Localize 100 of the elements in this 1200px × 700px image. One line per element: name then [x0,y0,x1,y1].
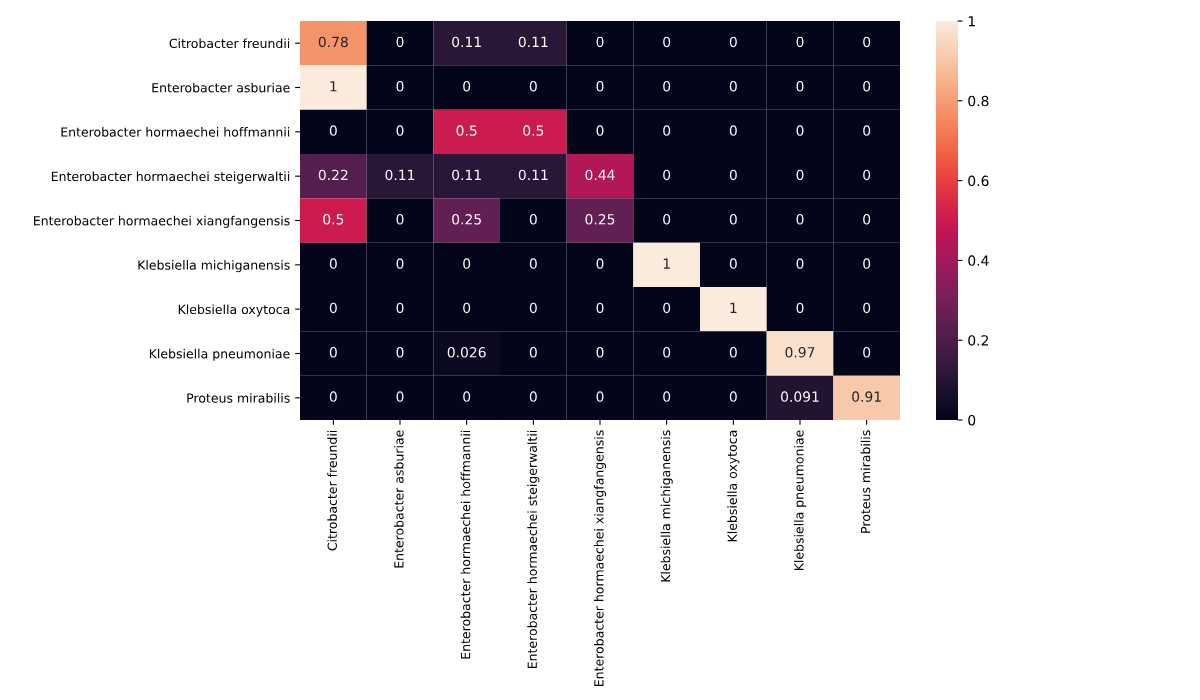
color-bar-label: 0.4 [968,255,989,266]
data-label: 0 [863,302,871,314]
data-label: 0 [396,125,404,136]
data-label: 0.97 [785,347,815,358]
data-label: 0 [329,347,337,358]
x-tick-label: Enterobacter hormaechei xiangfangensis [593,430,607,686]
data-label: 0 [663,347,671,358]
data-label: 0 [729,36,737,48]
data-label: 0 [463,81,471,92]
data-label: 0.11 [518,169,548,181]
data-label: 0.91 [852,391,881,402]
data-label: 0 [529,258,537,269]
data-label: 0 [796,302,804,314]
y-tick-label: Klebsiella oxytoca [178,304,290,317]
y-tick-label: Enterobacter hormaechei xiangfangensis [34,215,290,228]
data-label: 0 [729,391,737,402]
data-label: 0.22 [318,169,348,181]
data-label: 0 [663,169,671,181]
data-label: 0.026 [447,347,486,358]
x-tick-label: Klebsiella michiganensis [660,430,673,582]
color-bar-label: 0.2 [968,335,989,346]
data-label: 0 [663,81,671,92]
data-label: 0 [329,302,337,314]
y-tick-label: Klebsiella michiganensis [138,260,290,273]
data-label: 0 [596,347,604,358]
data-label: 0 [329,258,337,269]
data-label: 0.44 [585,169,615,181]
data-label: 0 [863,169,871,181]
data-label: 0 [863,258,871,269]
data-label: 0 [329,125,337,136]
data-label: 0 [596,81,604,92]
x-tick-label: Proteus mirabilis [860,430,871,533]
y-tick-label: Citrobacter freundii [169,38,290,49]
data-label: 0 [729,169,737,181]
data-label: 0.11 [518,36,548,48]
data-label: 0 [796,81,804,92]
data-label: 0 [863,214,871,225]
data-label: 0 [396,214,404,225]
data-label: 0 [529,391,537,402]
data-label: 0 [596,36,604,48]
x-tick-label: Enterobacter asburiae [393,430,404,568]
y-tick-label: Proteus mirabilis [187,393,290,403]
data-label: 0.25 [585,214,615,225]
data-label: 0 [796,214,804,225]
data-label: 0 [396,36,404,48]
y-tick-label: Enterobacter hormaechei steigerwaltii [51,171,290,184]
x-tick-label: Klebsiella pneumoniae [793,430,807,571]
data-label: 0.11 [452,36,481,48]
data-label: 0 [396,302,404,314]
data-label: 0.25 [452,214,481,225]
color-bar-label: 1 [968,16,975,27]
x-tick-label: Enterobacter hormaechei steigerwaltii [527,430,540,669]
data-label: 0 [596,258,604,269]
data-label: 0 [863,81,871,92]
data-label: 0 [796,258,804,269]
y-tick-label: Enterobacter asburiae [152,82,290,93]
data-label: 0 [396,347,404,358]
data-label: 0 [863,125,871,136]
data-label: 0.091 [781,391,819,402]
data-label: 0 [463,391,471,402]
data-label: 0 [796,36,804,48]
data-label: 0 [729,214,737,225]
data-label: 0 [663,36,671,48]
data-label: 0 [596,391,604,402]
data-label: 0 [729,125,737,136]
x-tick-label: Enterobacter hormaechei hoffmannii [460,430,471,659]
x-tick-label: Klebsiella oxytoca [727,430,740,542]
data-label: 0 [729,258,737,269]
data-label: 0 [529,81,537,92]
data-label: 0.5 [456,125,477,136]
data-label: 1 [330,81,337,92]
data-label: 0 [663,391,671,402]
data-label: 0 [729,81,737,92]
data-label: 0 [663,125,671,136]
data-label: 1 [730,302,737,313]
data-label: 1 [663,258,670,269]
data-label: 0 [729,347,737,358]
data-label: 0 [329,391,337,402]
data-label: 0 [463,258,471,269]
data-label: 0.5 [523,125,544,136]
data-label: 0.5 [323,214,344,225]
y-tick-label: Klebsiella pneumoniae [149,348,290,361]
data-label: 0 [529,347,537,358]
data-label: 0.11 [385,169,415,181]
color-bar-label: 0.8 [968,95,989,107]
data-label: 0 [529,302,537,314]
data-label: 0 [863,36,871,48]
y-tick-label: Enterobacter hormaechei hoffmannii [61,127,290,137]
data-label: 0 [396,258,404,269]
data-label: 0 [863,347,871,358]
data-label: 0.78 [318,36,348,48]
data-label: 0 [596,125,604,136]
color-bar-label: 0.6 [968,175,989,187]
data-label: 0 [663,214,671,225]
color-bar-label: 0 [968,414,976,426]
data-label: 0 [596,302,604,314]
data-label: 0 [796,125,804,136]
data-label: 0 [396,81,404,92]
data-label: 0 [796,169,804,181]
data-label: 0 [529,214,537,225]
